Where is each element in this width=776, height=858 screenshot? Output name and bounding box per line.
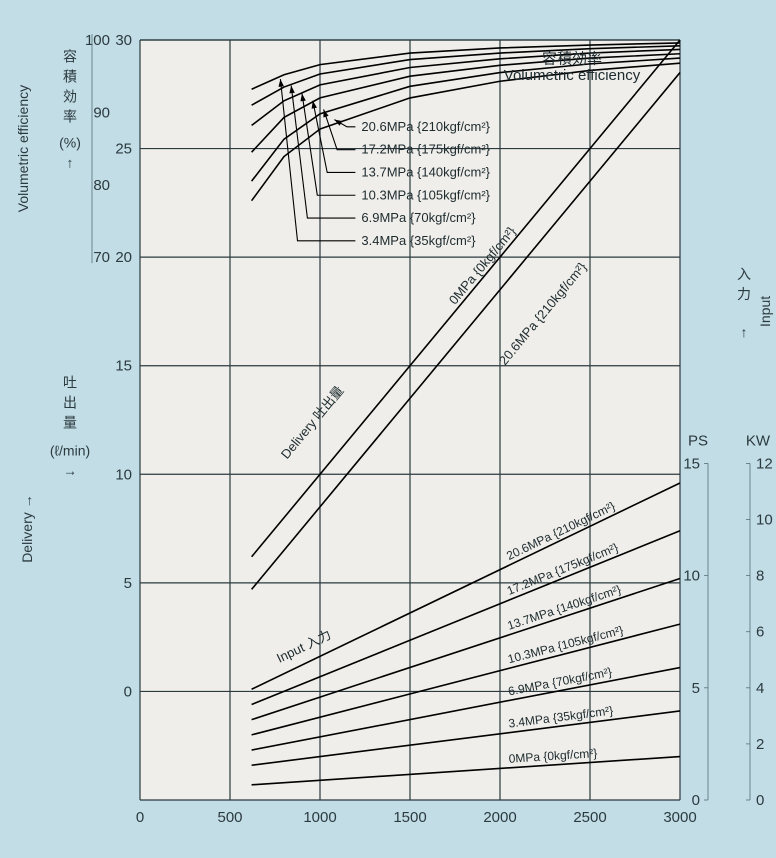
svg-text:2: 2	[756, 736, 764, 753]
svg-text:30: 30	[115, 32, 132, 49]
svg-text:積: 積	[63, 69, 77, 85]
svg-text:80: 80	[93, 177, 110, 194]
svg-text:率: 率	[63, 109, 77, 125]
svg-text:3.4MPa {35kgf/cm²}: 3.4MPa {35kgf/cm²}	[361, 233, 476, 248]
svg-text:8: 8	[756, 568, 764, 585]
svg-text:0: 0	[692, 792, 700, 809]
svg-text:10: 10	[683, 568, 700, 585]
svg-text:1500: 1500	[393, 809, 426, 826]
svg-text:2500: 2500	[573, 809, 606, 826]
svg-text:0: 0	[756, 792, 764, 809]
svg-text:20: 20	[115, 249, 132, 266]
svg-text:容: 容	[63, 49, 77, 65]
svg-text:6: 6	[756, 624, 764, 641]
svg-text:4: 4	[756, 680, 764, 697]
svg-text:入: 入	[737, 266, 751, 282]
svg-text:3000: 3000	[663, 809, 696, 826]
chart-svg: 0500100015002000250030000510152025307080…	[0, 0, 776, 858]
svg-text:容積効率: 容積効率	[542, 51, 602, 68]
svg-text:1000: 1000	[303, 809, 336, 826]
svg-text:力: 力	[737, 286, 751, 302]
svg-text:出: 出	[63, 394, 77, 410]
svg-text:Volumetric efficiency: Volumetric efficiency	[504, 67, 641, 84]
svg-text:25: 25	[115, 141, 132, 158]
svg-text:5: 5	[692, 680, 700, 697]
svg-text:→: →	[63, 462, 77, 478]
svg-text:6.9MPa {70kgf/cm²}: 6.9MPa {70kgf/cm²}	[361, 210, 476, 225]
svg-text:PS: PS	[688, 432, 708, 449]
svg-text:12: 12	[756, 455, 773, 472]
svg-text:(ℓ/min): (ℓ/min)	[50, 442, 90, 458]
svg-text:100: 100	[85, 32, 110, 49]
svg-text:(%): (%)	[59, 135, 81, 151]
svg-text:15: 15	[683, 455, 700, 472]
svg-text:10: 10	[115, 466, 132, 483]
svg-text:20.6MPa {210kgf/cm²}: 20.6MPa {210kgf/cm²}	[361, 119, 490, 134]
svg-text:500: 500	[217, 809, 242, 826]
svg-text:KW: KW	[746, 432, 771, 449]
svg-text:↑: ↑	[67, 155, 74, 171]
svg-text:15: 15	[115, 358, 132, 375]
svg-text:量: 量	[63, 414, 77, 430]
svg-text:10.3MPa {105kgf/cm²}: 10.3MPa {105kgf/cm²}	[361, 187, 490, 202]
svg-text:90: 90	[93, 104, 110, 121]
svg-text:Volumetric efficiency: Volumetric efficiency	[15, 85, 31, 212]
svg-text:効: 効	[63, 89, 77, 105]
svg-text:Input: Input	[757, 296, 773, 327]
svg-text:5: 5	[124, 575, 132, 592]
svg-text:0: 0	[124, 683, 132, 700]
svg-text:0: 0	[136, 809, 144, 826]
svg-text:13.7MPa {140kgf/cm²}: 13.7MPa {140kgf/cm²}	[361, 164, 490, 179]
svg-text:2000: 2000	[483, 809, 516, 826]
svg-text:17.2MPa {175kgf/cm²}: 17.2MPa {175kgf/cm²}	[361, 142, 490, 157]
svg-text:↑: ↑	[741, 324, 748, 340]
svg-text:70: 70	[93, 249, 110, 266]
svg-text:10: 10	[756, 512, 773, 529]
svg-text:吐: 吐	[63, 374, 77, 390]
svg-text:Delivery →: Delivery →	[19, 494, 35, 562]
pump-performance-chart: { "canvas": { "width": 776, "height": 85…	[0, 0, 776, 858]
